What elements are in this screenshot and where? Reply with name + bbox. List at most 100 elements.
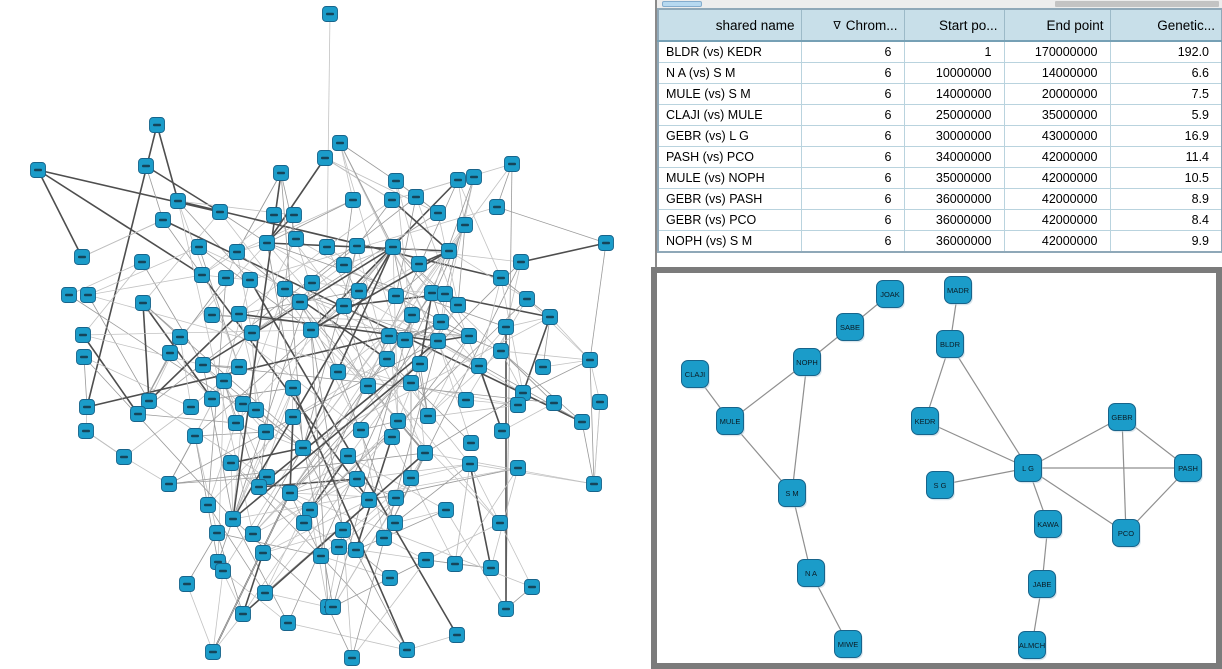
overview-node[interactable] — [248, 402, 264, 418]
overview-node[interactable] — [183, 399, 199, 415]
overview-node[interactable] — [170, 193, 186, 209]
sort-filter-icon[interactable]: ∇ — [833, 19, 841, 32]
cell-start-point[interactable]: 36000000 — [903, 230, 1005, 253]
overview-edge[interactable] — [581, 421, 595, 485]
overview-node[interactable] — [384, 429, 400, 445]
cell-start-point[interactable]: 25000000 — [903, 104, 1005, 126]
overview-edge[interactable] — [499, 522, 533, 588]
overview-edge[interactable] — [332, 314, 413, 608]
overview-edge[interactable] — [419, 292, 433, 365]
overview-node[interactable] — [492, 515, 508, 531]
cell-chromosome[interactable]: 6 — [800, 83, 905, 105]
overview-edge[interactable] — [424, 452, 595, 485]
overview-edge[interactable] — [216, 532, 322, 557]
subnetwork-canvas[interactable]: JOAK MADR SABE BLDR NOPH CLAJI MULE KEDR GEBR L G… — [657, 273, 1216, 663]
overview-node[interactable] — [30, 162, 46, 178]
overview-edge[interactable] — [242, 552, 264, 615]
overview-edge[interactable] — [82, 261, 143, 336]
overview-node[interactable] — [417, 445, 433, 461]
subnetwork-node-GEBR[interactable]: GEBR — [1108, 403, 1137, 433]
overview-node[interactable] — [242, 272, 258, 288]
overview-edge[interactable] — [469, 463, 492, 569]
cell-shared-name[interactable]: N A (vs) S M — [657, 62, 802, 84]
overview-edge[interactable] — [406, 634, 458, 651]
overview-node[interactable] — [466, 169, 482, 185]
overview-node[interactable] — [245, 526, 261, 542]
column-header-start-point[interactable]: Start po... — [903, 8, 1005, 42]
overview-edge[interactable] — [169, 352, 213, 400]
overview-node[interactable] — [489, 199, 505, 215]
subnetwork-node-BLDR[interactable]: BLDR — [936, 330, 965, 360]
overview-node[interactable] — [205, 644, 221, 660]
overview-edge[interactable] — [394, 509, 447, 524]
cell-shared-name[interactable]: GEBR (vs) PASH — [657, 188, 802, 210]
overview-edge[interactable] — [500, 350, 591, 361]
column-header-end-point[interactable]: End point — [1003, 8, 1111, 42]
overview-edge[interactable] — [87, 294, 467, 401]
overview-node[interactable] — [273, 165, 289, 181]
overview-edge[interactable] — [478, 365, 503, 432]
overview-node[interactable] — [295, 440, 311, 456]
cell-shared-name[interactable]: MULE (vs) NOPH — [657, 167, 802, 189]
cell-end-point[interactable]: 42000000 — [1003, 209, 1111, 231]
overview-edge[interactable] — [478, 277, 502, 367]
subnetwork-node-JABE[interactable]: JABE — [1028, 570, 1057, 600]
overview-edge[interactable] — [310, 329, 362, 431]
overview-edge[interactable] — [505, 163, 513, 610]
overview-edge[interactable] — [437, 212, 459, 306]
overview-edge[interactable] — [179, 336, 192, 408]
overview-edge[interactable] — [526, 298, 591, 361]
overview-node[interactable] — [586, 476, 602, 492]
overview-edge[interactable] — [258, 340, 439, 488]
overview-edge[interactable] — [392, 246, 522, 263]
overview-node[interactable] — [382, 570, 398, 586]
overview-edge[interactable] — [295, 238, 339, 373]
overview-edge[interactable] — [391, 179, 459, 201]
overview-node[interactable] — [335, 522, 351, 538]
overview-edge[interactable] — [156, 124, 179, 202]
overview-edge[interactable] — [230, 462, 234, 520]
overview-node[interactable] — [376, 530, 392, 546]
overview-node[interactable] — [212, 204, 228, 220]
cell-end-point[interactable]: 20000000 — [1003, 83, 1111, 105]
overview-node[interactable] — [79, 399, 95, 415]
overview-node[interactable] — [351, 283, 367, 299]
overview-node[interactable] — [379, 351, 395, 367]
overview-node[interactable] — [116, 449, 132, 465]
overview-edge[interactable] — [445, 509, 507, 610]
overview-node[interactable] — [519, 291, 535, 307]
cell-end-point[interactable]: 170000000 — [1003, 40, 1111, 63]
overview-edge[interactable] — [37, 169, 221, 213]
overview-node[interactable] — [141, 393, 157, 409]
overview-edge[interactable] — [337, 371, 396, 524]
overview-node[interactable] — [504, 156, 520, 172]
overview-edge[interactable] — [198, 246, 390, 337]
subnetwork-node-MADR[interactable]: MADR — [944, 276, 973, 306]
overview-edge[interactable] — [87, 246, 200, 296]
overview-edge[interactable] — [289, 478, 358, 494]
overview-edge[interactable] — [397, 404, 519, 422]
overview-edge[interactable] — [87, 294, 150, 402]
overview-edge[interactable] — [264, 592, 329, 608]
overview-edge[interactable] — [177, 200, 240, 368]
cell-start-point[interactable]: 14000000 — [903, 83, 1005, 105]
overview-node[interactable] — [78, 423, 94, 439]
overview-edge[interactable] — [289, 292, 433, 494]
overview-node[interactable] — [399, 642, 415, 658]
cell-end-point[interactable]: 42000000 — [1003, 188, 1111, 210]
overview-edge[interactable] — [242, 288, 286, 405]
overview-node[interactable] — [390, 413, 406, 429]
overview-node[interactable] — [235, 606, 251, 622]
cell-genetic[interactable]: 10.5 — [1109, 167, 1222, 189]
overview-edge[interactable] — [289, 250, 450, 494]
overview-node[interactable] — [149, 117, 165, 133]
overview-edge[interactable] — [168, 452, 426, 485]
overview-edge[interactable] — [280, 172, 297, 240]
column-header-genetic[interactable]: Genetic... — [1109, 8, 1222, 42]
overview-node[interactable] — [302, 502, 318, 518]
overview-node[interactable] — [542, 309, 558, 325]
overview-node[interactable] — [457, 217, 473, 233]
overview-node[interactable] — [187, 428, 203, 444]
cell-shared-name[interactable]: CLAJI (vs) MULE — [657, 104, 802, 126]
overview-edge[interactable] — [589, 242, 607, 361]
